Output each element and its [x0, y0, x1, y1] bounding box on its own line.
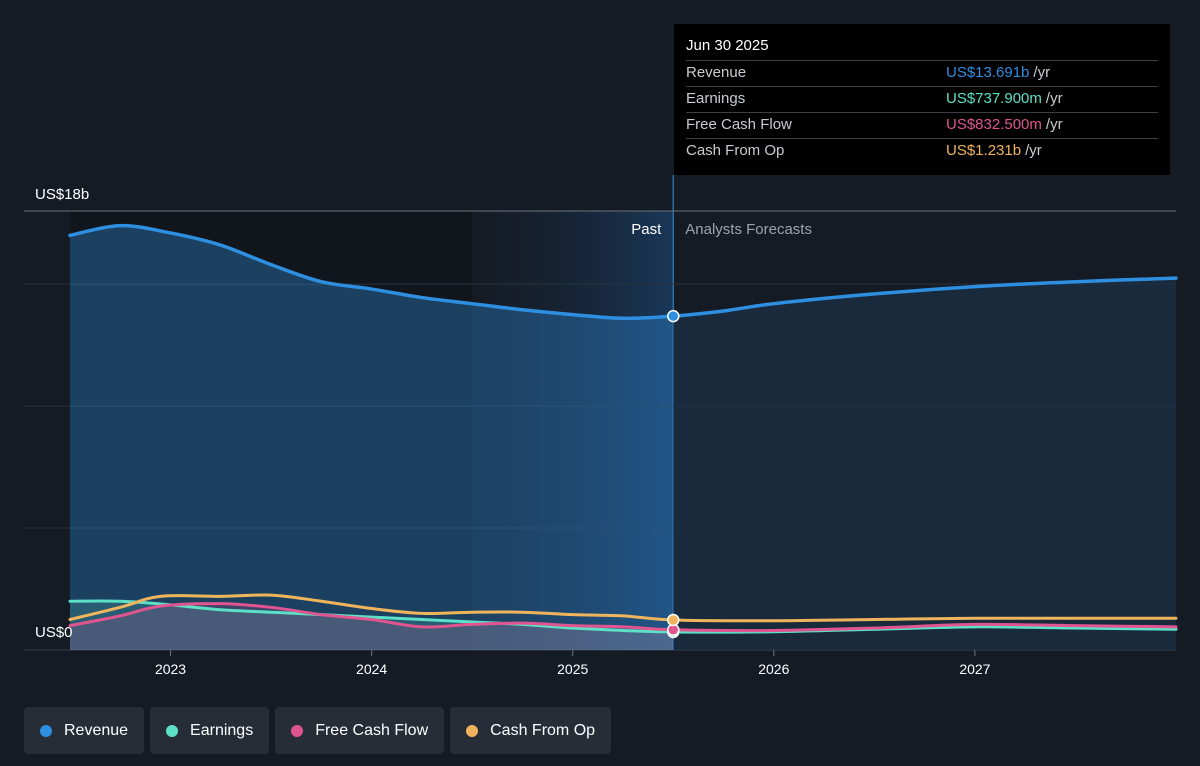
- tooltip-series-name: Cash From Op: [686, 142, 785, 159]
- legend-dot-icon: [466, 724, 479, 737]
- legend-label: Cash From Op: [490, 721, 596, 739]
- revenue-area: [70, 225, 674, 650]
- tooltip-series-value: US$737.900m: [946, 90, 1042, 107]
- free-cash-flow-line: [68, 602, 1178, 633]
- tooltip-row: Free Cash Flow US$832.500m/yr: [686, 112, 1158, 138]
- tooltip-series-value: US$1.231b: [946, 142, 1022, 159]
- x-tick-label: 2026: [758, 661, 789, 677]
- earnings-line: [68, 599, 1178, 634]
- cash-from-op-line: [68, 593, 1178, 623]
- x-tick-label: 2027: [959, 661, 990, 677]
- earnings-area: [70, 600, 674, 650]
- legend-item-revenue[interactable]: Revenue: [24, 707, 145, 754]
- tooltip-row: Earnings US$737.900m/yr: [686, 86, 1158, 112]
- x-tick-label: 2024: [356, 661, 387, 677]
- revenue-marker: [667, 309, 680, 323]
- legend-dot-icon: [291, 724, 304, 737]
- tooltip-unit: /yr: [1045, 116, 1063, 133]
- tooltip-unit: /yr: [1033, 64, 1051, 81]
- past-label: Past: [631, 221, 662, 238]
- x-tick-label: 2025: [557, 661, 588, 677]
- tooltip-series-name: Earnings: [686, 90, 746, 107]
- forecast-label: Analysts Forecasts: [685, 221, 812, 238]
- legend-item-earnings[interactable]: Earnings: [150, 707, 270, 754]
- tooltip-unit: /yr: [1045, 90, 1063, 107]
- legend-item-free-cash-flow[interactable]: Free Cash Flow: [275, 707, 445, 754]
- legend-label: Earnings: [190, 721, 254, 739]
- tooltip-series-name: Free Cash Flow: [686, 116, 792, 133]
- y-axis-top-label: US$18b: [35, 186, 89, 203]
- legend-label: Revenue: [64, 721, 129, 739]
- free-cash-flow-area: [70, 603, 674, 650]
- tooltip-date: Jun 30 2025: [686, 37, 769, 54]
- tooltip-series-name: Revenue: [686, 64, 747, 81]
- cash-from-op-marker: [667, 613, 680, 627]
- x-tick-label: 2023: [155, 661, 186, 677]
- legend: Revenue Earnings Free Cash Flow Cash From O…: [24, 707, 612, 754]
- revenue-forecast-area: [673, 278, 1176, 650]
- legend-item-cash-from-op[interactable]: Cash From Op: [450, 707, 612, 754]
- legend-dot-icon: [40, 724, 52, 737]
- legend-label: Free Cash Flow: [315, 721, 429, 739]
- chart-area: US$18b US$0 Past Analysts Forecasts 2023 2024…: [24, 175, 1178, 677]
- tooltip-row: Revenue US$13.691b/yr: [686, 60, 1158, 86]
- tooltip-series-value: US$13.691b: [946, 64, 1030, 81]
- tooltip: Jun 30 2025 Revenue US$13.691b/yr Earnings…: [674, 24, 1170, 175]
- tooltip-series-value: US$832.500m: [946, 116, 1042, 133]
- y-axis-bottom-label: US$0: [35, 624, 73, 641]
- revenue-line: [68, 223, 1178, 321]
- tooltip-row: Cash From Op US$1.231b/yr: [686, 138, 1158, 164]
- legend-dot-icon: [166, 724, 179, 737]
- tooltip-unit: /yr: [1025, 142, 1042, 159]
